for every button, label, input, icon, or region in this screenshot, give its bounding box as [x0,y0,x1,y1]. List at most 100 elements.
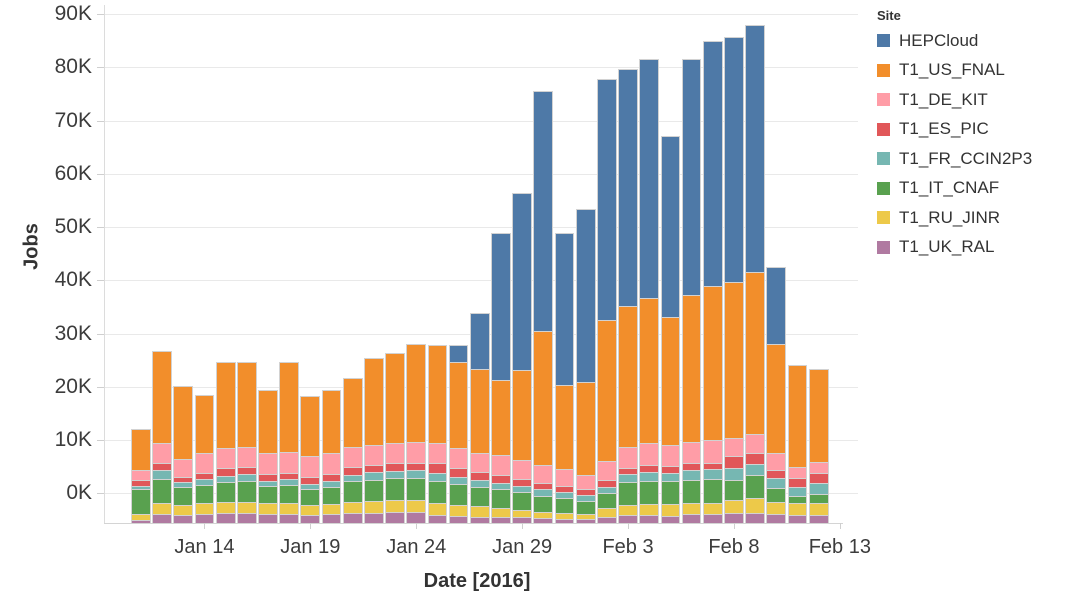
segment-t1_de_kit[interactable] [342,446,363,468]
bar-jan-27[interactable] [469,312,490,523]
segment-t1_it_cnaf[interactable] [491,489,511,508]
segment-hepcloud[interactable] [512,193,533,371]
segment-t1_es_pic[interactable] [745,453,766,464]
segment-hepcloud[interactable] [766,266,787,344]
segment-t1_es_pic[interactable] [342,467,363,476]
segment-t1_ru_jinr[interactable] [469,506,490,517]
segment-t1_us_fnal[interactable] [808,368,829,462]
segment-t1_de_kit[interactable] [596,461,617,480]
segment-t1_uk_ral[interactable] [681,514,702,523]
segment-t1_uk_ral[interactable] [512,517,533,523]
bar-jan-15[interactable] [215,362,236,523]
segment-t1_ru_jinr[interactable] [236,501,257,514]
segment-t1_it_cnaf[interactable] [766,488,787,502]
bar-feb-3[interactable] [618,69,638,523]
segment-t1_de_kit[interactable] [554,469,575,487]
segment-hepcloud[interactable] [702,41,723,287]
segment-t1_it_cnaf[interactable] [152,479,172,503]
segment-t1_us_fnal[interactable] [152,351,172,444]
segment-t1_it_cnaf[interactable] [279,485,300,503]
segment-t1_fr_ccin2p3[interactable] [236,473,257,481]
bar-feb-9[interactable] [745,25,766,523]
segment-t1_fr_ccin2p3[interactable] [724,468,744,480]
segment-t1_es_pic[interactable] [258,474,278,481]
segment-t1_fr_ccin2p3[interactable] [427,472,448,482]
segment-t1_ru_jinr[interactable] [596,508,617,517]
segment-t1_it_cnaf[interactable] [554,497,575,513]
segment-t1_de_kit[interactable] [406,441,427,463]
segment-t1_us_fnal[interactable] [385,353,405,444]
segment-t1_uk_ral[interactable] [236,513,257,523]
segment-t1_uk_ral[interactable] [427,514,448,523]
segment-t1_us_fnal[interactable] [681,294,702,442]
segment-t1_it_cnaf[interactable] [533,495,554,513]
segment-t1_uk_ral[interactable] [575,519,596,523]
bar-feb-12[interactable] [808,368,829,523]
segment-t1_it_cnaf[interactable] [787,495,808,504]
segment-t1_fr_ccin2p3[interactable] [681,469,702,480]
segment-t1_es_pic[interactable] [512,479,533,487]
legend-item-t1_ru_jinr[interactable]: T1_RU_JINR [877,203,1067,233]
segment-t1_us_fnal[interactable] [575,381,596,476]
segment-t1_fr_ccin2p3[interactable] [342,475,363,482]
segment-t1_de_kit[interactable] [194,453,215,473]
segment-t1_it_cnaf[interactable] [448,484,469,505]
segment-hepcloud[interactable] [618,69,638,306]
segment-t1_us_fnal[interactable] [342,378,363,447]
segment-t1_ru_jinr[interactable] [173,504,194,515]
segment-t1_fr_ccin2p3[interactable] [808,482,829,495]
segment-t1_us_fnal[interactable] [554,384,575,470]
segment-t1_it_cnaf[interactable] [745,475,766,499]
segment-t1_us_fnal[interactable] [173,386,194,459]
segment-t1_ru_jinr[interactable] [639,503,660,515]
segment-t1_us_fnal[interactable] [427,345,448,444]
segment-t1_ru_jinr[interactable] [258,503,278,515]
segment-t1_ru_jinr[interactable] [194,503,215,514]
segment-t1_fr_ccin2p3[interactable] [787,486,808,496]
legend-item-t1_us_fnal[interactable]: T1_US_FNAL [877,56,1067,86]
segment-t1_it_cnaf[interactable] [342,481,363,502]
segment-hepcloud[interactable] [469,312,490,369]
bar-jan-31[interactable] [554,232,575,523]
segment-t1_ru_jinr[interactable] [342,501,363,514]
segment-hepcloud[interactable] [596,78,617,321]
segment-t1_ru_jinr[interactable] [131,514,151,520]
segment-t1_it_cnaf[interactable] [702,479,723,503]
segment-hepcloud[interactable] [491,233,511,380]
segment-t1_es_pic[interactable] [427,463,448,473]
segment-t1_es_pic[interactable] [385,463,405,471]
legend-item-t1_de_kit[interactable]: T1_DE_KIT [877,85,1067,115]
segment-t1_de_kit[interactable] [639,443,660,465]
segment-t1_us_fnal[interactable] [491,379,511,455]
bar-jan-21[interactable] [342,378,363,523]
segment-t1_fr_ccin2p3[interactable] [618,473,638,483]
segment-t1_es_pic[interactable] [279,472,300,480]
segment-t1_fr_ccin2p3[interactable] [300,484,321,489]
segment-t1_fr_ccin2p3[interactable] [406,469,427,478]
segment-t1_de_kit[interactable] [236,446,257,468]
bar-jan-18[interactable] [279,361,300,523]
bar-feb-8[interactable] [724,37,744,523]
segment-hepcloud[interactable] [681,59,702,295]
segment-t1_fr_ccin2p3[interactable] [279,479,300,486]
segment-t1_fr_ccin2p3[interactable] [512,486,533,493]
bar-jan-26[interactable] [448,345,469,523]
segment-t1_uk_ral[interactable] [639,514,660,523]
segment-t1_ru_jinr[interactable] [321,503,342,515]
segment-t1_de_kit[interactable] [258,453,278,474]
segment-t1_uk_ral[interactable] [173,514,194,523]
segment-t1_us_fnal[interactable] [236,362,257,447]
segment-t1_us_fnal[interactable] [745,271,766,434]
segment-t1_us_fnal[interactable] [300,395,321,457]
segment-t1_us_fnal[interactable] [406,344,427,442]
segment-t1_it_cnaf[interactable] [321,487,342,504]
segment-t1_it_cnaf[interactable] [131,489,151,515]
segment-t1_it_cnaf[interactable] [660,481,681,505]
segment-t1_es_pic[interactable] [787,478,808,487]
segment-hepcloud[interactable] [745,25,766,272]
segment-t1_es_pic[interactable] [491,475,511,483]
bar-feb-10[interactable] [766,266,787,523]
bar-jan-16[interactable] [236,362,257,523]
legend-item-t1_uk_ral[interactable]: T1_UK_RAL [877,233,1067,263]
segment-t1_de_kit[interactable] [766,453,787,470]
